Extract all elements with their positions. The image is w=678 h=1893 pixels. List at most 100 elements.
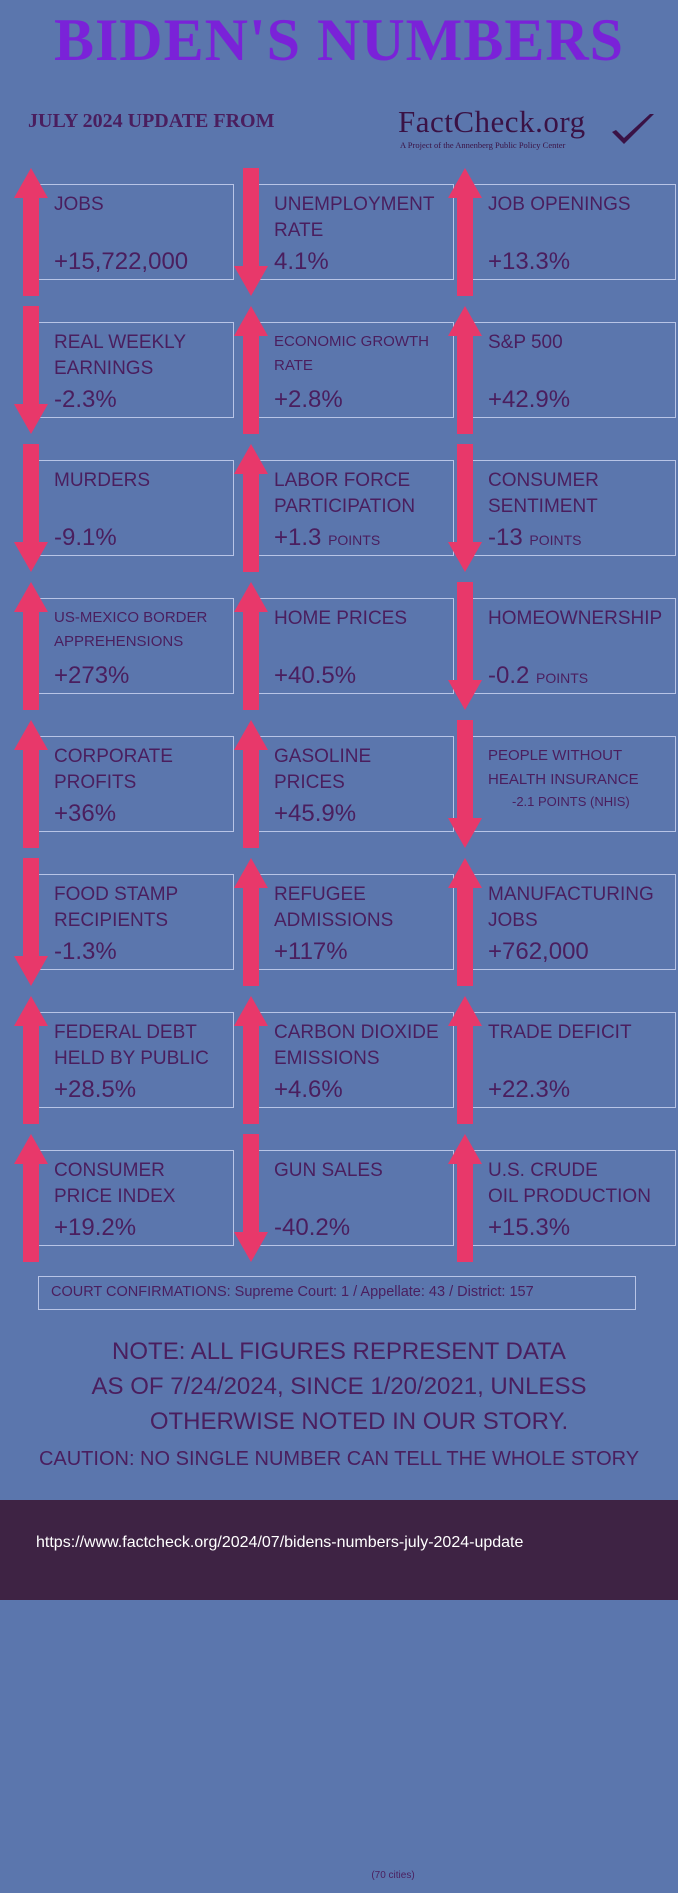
note-line: OTHERWISE NOTED IN OUR STORY. — [149, 1408, 569, 1435]
stat-number: +42.9% — [488, 386, 571, 413]
arrow-up-icon — [448, 306, 482, 434]
stat-value: +2.8% — [274, 386, 343, 414]
stat-label-line: PRICES — [274, 772, 345, 793]
arrow-up-icon — [14, 1134, 48, 1262]
stat-number: -13 — [488, 524, 523, 551]
stat-label-line: GASOLINE — [274, 746, 372, 767]
stat-number: +19.2% — [54, 1214, 137, 1241]
stat-cell: FEDERAL DEBT HELD BY PUBLIC +28.5% — [14, 996, 234, 1124]
stat-label: CONSUMER SENTIMENT — [488, 468, 599, 520]
stat-label: U.S. CRUDE OIL PRODUCTION — [488, 1158, 651, 1210]
court-confirmations: COURT CONFIRMATIONS: Supreme Court: 1 / … — [38, 1276, 636, 1310]
stat-cell: PEOPLE WITHOUT HEALTH INSURANCE -2.1 POINT… — [448, 720, 676, 848]
stat-number: -2.1 POINTS (NHIS) — [512, 794, 630, 809]
stat-label-line: LABOR FORCE — [274, 470, 411, 491]
stat-number: +273% — [54, 662, 130, 689]
stat-cell: ECONOMIC GROWTH RATE +2.8% — [234, 306, 454, 434]
stat-number: +13.3% — [488, 248, 571, 275]
stat-cell: US-MEXICO BORDER APPREHENSIONS +273% — [14, 582, 234, 710]
stat-number: +762,000 — [488, 938, 589, 965]
stat-label-line: US-MEXICO BORDER — [54, 609, 208, 626]
stat-label-line: ECONOMIC GROWTH — [274, 333, 429, 350]
stat-cell: MANUFACTURING JOBS +762,000 — [448, 858, 676, 986]
stat-number: +2.8% — [274, 386, 343, 413]
stat-label: CORPORATE PROFITS — [54, 744, 173, 796]
arrow-up-icon — [234, 996, 268, 1124]
stat-label: HOMEOWNERSHIP — [488, 606, 662, 632]
stat-label-line: EMISSIONS — [274, 1048, 380, 1069]
stat-cell: JOB OPENINGS +13.3% — [448, 168, 676, 296]
stat-label: REFUGEE ADMISSIONS — [274, 882, 393, 934]
stat-cell: CARBON DIOXIDE EMISSIONS +4.6% — [234, 996, 454, 1124]
stat-value: +45.9% — [274, 800, 356, 828]
stat-label: FEDERAL DEBT HELD BY PUBLIC — [54, 1020, 209, 1072]
stat-label-line: JOB OPENINGS — [488, 194, 631, 215]
stat-label-line: HOME PRICES — [274, 608, 408, 629]
caution-text: CAUTION: NO SINGLE NUMBER CAN TELL THE W… — [38, 1448, 640, 1470]
stat-label: HOME PRICES — [274, 606, 407, 632]
stat-value: +13.3% — [488, 248, 570, 276]
stat-label-line: APPREHENSIONS — [54, 633, 184, 650]
stat-label-line: HEALTH INSURANCE — [488, 771, 639, 788]
stat-cell: HOME PRICES +40.5% — [234, 582, 454, 710]
stat-cell: UNEMPLOYMENT RATE 4.1% — [234, 168, 454, 296]
stat-number: +15.3% — [488, 1214, 571, 1241]
stat-cell: GASOLINE PRICES +45.9% — [234, 720, 454, 848]
stat-value: +22.3% — [488, 1076, 570, 1104]
stat-value: +28.5% — [54, 1076, 136, 1104]
stat-unit: POINTS — [328, 532, 381, 548]
stat-label-line: FOOD STAMP — [54, 884, 179, 905]
arrow-up-icon — [234, 582, 268, 710]
source-link[interactable]: https://www.factcheck.org/2024/07/bidens… — [36, 1534, 524, 1551]
stat-value: +19.2% — [54, 1214, 136, 1242]
stat-label: US-MEXICO BORDER APPREHENSIONS — [54, 606, 207, 654]
stat-unit: POINTS — [536, 670, 589, 686]
stat-number: -2.3% — [54, 386, 117, 413]
stat-value: -13 POINTS — [488, 524, 581, 552]
arrow-up-icon — [14, 168, 48, 296]
stat-note: (70 cities) — [371, 1870, 415, 1881]
stat-label: MANUFACTURING JOBS — [488, 882, 654, 934]
stat-unit: POINTS — [529, 532, 582, 548]
stat-cell: CONSUMER SENTIMENT -13 POINTS — [448, 444, 676, 572]
stat-label-line: CORPORATE — [54, 746, 173, 767]
arrow-down-icon — [448, 720, 482, 848]
stat-number: +1.3 — [274, 524, 322, 551]
stat-label-line: HOMEOWNERSHIP — [488, 608, 663, 629]
stat-label-line: PEOPLE WITHOUT — [488, 747, 623, 764]
stat-label: FOOD STAMP RECIPIENTS — [54, 882, 178, 934]
stat-number: +22.3% — [488, 1076, 571, 1103]
stat-label: MURDERS — [54, 468, 150, 494]
arrow-down-icon — [234, 1134, 268, 1262]
stat-label-line: RECIPIENTS — [54, 910, 169, 931]
stat-label-line: MANUFACTURING — [488, 884, 654, 905]
stat-label: GUN SALES — [274, 1158, 383, 1184]
stat-number: -1.3% — [54, 938, 117, 965]
note-line: AS OF 7/24/2024, SINCE 1/20/2021, UNLESS — [91, 1373, 587, 1400]
stat-number: -40.2% — [274, 1214, 351, 1241]
stat-cell: GUN SALES -40.2% — [234, 1134, 454, 1262]
stat-label-line: S&P 500 — [488, 332, 563, 353]
factcheck-logo[interactable]: FactCheck.org A Project of the Annenberg… — [398, 104, 658, 156]
stat-number: +45.9% — [274, 800, 357, 827]
arrow-up-icon — [448, 168, 482, 296]
logo-tagline: A Project of the Annenberg Public Policy… — [400, 140, 566, 150]
arrow-down-icon — [14, 858, 48, 986]
stat-number: -0.2 — [488, 662, 530, 689]
arrow-down-icon — [14, 444, 48, 572]
stat-label-line: RATE — [274, 357, 313, 374]
stat-value: +15,722,000 — [54, 248, 188, 276]
stat-number: +36% — [54, 800, 117, 827]
stat-value: +40.5% — [274, 662, 356, 690]
stat-label-line: HELD BY PUBLIC — [54, 1048, 209, 1069]
stat-cell: MURDERS -9.1% (70 cities) — [14, 444, 415, 1881]
page-title: BIDEN'S NUMBERS — [53, 7, 625, 73]
stat-cell: JOBS +15,722,000 — [14, 168, 234, 296]
arrow-up-icon — [14, 720, 48, 848]
stat-cell: S&P 500 +42.9% — [448, 306, 676, 434]
stat-label-line: CONSUMER — [54, 1160, 165, 1181]
arrow-up-icon — [234, 858, 268, 986]
stat-label: CARBON DIOXIDE EMISSIONS — [274, 1020, 439, 1072]
stat-label-line: UNEMPLOYMENT — [274, 194, 435, 215]
stat-label: ECONOMIC GROWTH RATE — [274, 330, 429, 378]
